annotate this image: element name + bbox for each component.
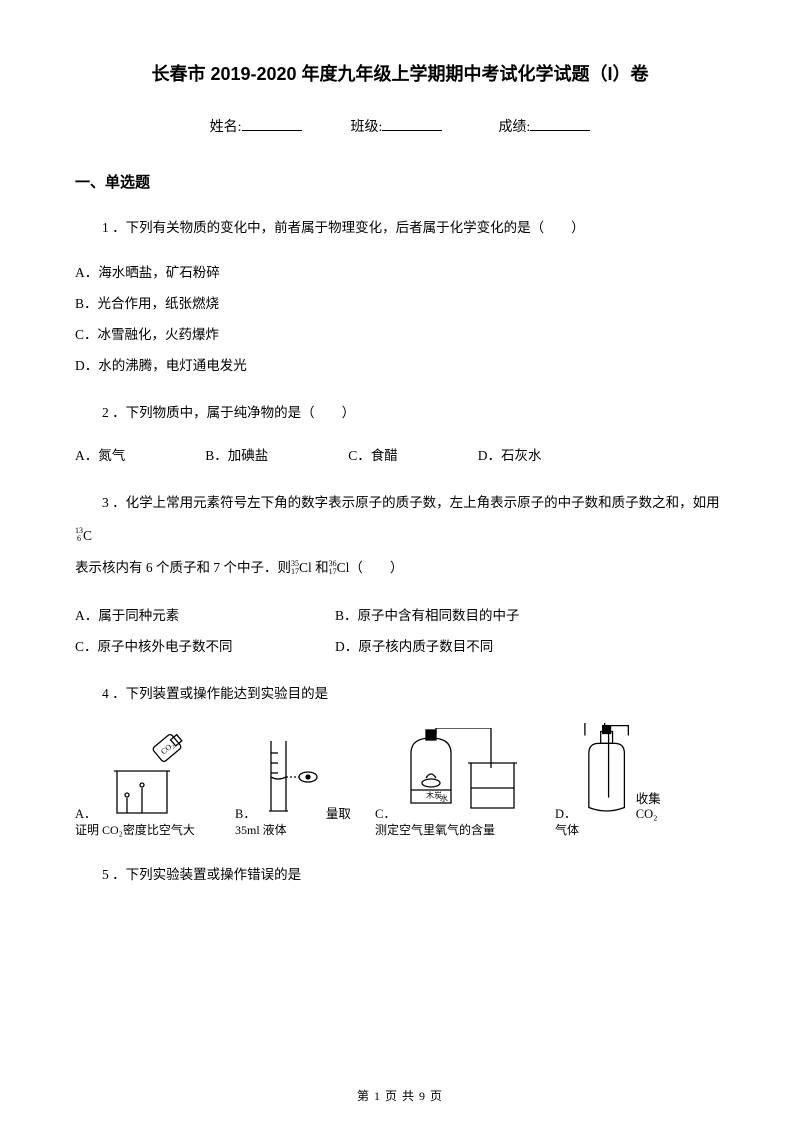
- score-label: 成绩:: [498, 120, 530, 135]
- q4-a-label: A．: [75, 803, 97, 822]
- q4-option-b[interactable]: B． 量取 35ml 液体: [235, 733, 365, 839]
- q2-stem: 2 ．下列物质中，属于纯净物的是（ ）: [75, 399, 725, 426]
- graduated-cylinder-icon: [256, 733, 326, 818]
- q4-option-a[interactable]: A． CO₂ 证明 CO₂密度比空气大: [75, 733, 225, 839]
- q3-option-c[interactable]: C．原子中核外电子数不同: [75, 631, 335, 662]
- q4-a-caption: 证明 CO₂密度比空气大: [75, 822, 225, 839]
- isotope-cl35-icon: 3517: [291, 560, 299, 576]
- name-blank[interactable]: [242, 117, 302, 131]
- q3-option-d[interactable]: D．原子核内质子数目不同: [335, 631, 725, 662]
- q3-option-b[interactable]: B．原子中含有相同数目的中子: [335, 600, 725, 631]
- class-blank[interactable]: [382, 117, 442, 131]
- q3-cl2: Cl（ ）: [337, 560, 404, 575]
- q1-stem: 1 ．下列有关物质的变化中，前者属于物理变化，后者属于化学变化的是（ ）: [75, 214, 725, 241]
- page-footer: 第 1 页 共 9 页: [0, 1087, 800, 1104]
- q3-option-a[interactable]: A．属于同种元素: [75, 600, 335, 631]
- q3-stem: 3 ．化学上常用元素符号左下角的数字表示原子的质子数，左上角表示原子的中子数和质…: [75, 487, 725, 584]
- bell-jar-beaker-icon: 木炭 水: [396, 728, 526, 818]
- student-info-line: 姓名: 班级: 成绩:: [75, 116, 725, 136]
- q3-options: A．属于同种元素 B．原子中含有相同数目的中子 C．原子中核外电子数不同 D．原…: [75, 600, 725, 662]
- q2-option-b[interactable]: B．加碘盐: [205, 442, 268, 469]
- q3-c-sym: C: [83, 528, 92, 543]
- q4-option-d[interactable]: D． 收集 CO₂ 气体: [555, 723, 685, 839]
- q1-options: A．海水晒盐，矿石粉碎 B．光合作用，纸张燃烧 C．冰雪融化，火药爆炸 D．水的…: [75, 257, 725, 381]
- q4-b-cap1: 量取: [326, 803, 351, 822]
- q3-cl1: Cl 和: [299, 560, 329, 575]
- svg-text:水: 水: [440, 793, 448, 803]
- q3-part1: 3 ．化学上常用元素符号左下角的数字表示原子的质子数，左上角表示原子的中子数和质…: [75, 487, 720, 519]
- isotope-cl36-icon: 3617: [329, 560, 337, 576]
- q1-option-c[interactable]: C．冰雪融化，火药爆炸: [75, 319, 725, 350]
- gas-bottle-icon: [577, 723, 636, 818]
- q4-d-label: D．: [555, 803, 577, 822]
- q5-stem: 5 ．下列实验装置或操作错误的是: [75, 861, 725, 888]
- section-1-header: 一、单选题: [75, 171, 725, 192]
- q1-option-a[interactable]: A．海水晒盐，矿石粉碎: [75, 257, 725, 288]
- q3-part2: 表示核内有 6 个质子和 7 个中子．则: [75, 560, 291, 575]
- q2-option-d[interactable]: D．石灰水: [478, 442, 542, 469]
- q4-b-label: B．: [235, 803, 256, 822]
- exam-title: 长春市 2019-2020 年度九年级上学期期中考试化学试题（I）卷: [75, 60, 725, 86]
- q4-options: A． CO₂ 证明 CO₂密度比空气大: [75, 723, 725, 839]
- class-label: 班级:: [351, 120, 383, 135]
- q1-option-b[interactable]: B．光合作用，纸张燃烧: [75, 288, 725, 319]
- isotope-c13-icon: 136: [75, 527, 83, 543]
- q4-c-label: C．: [375, 803, 396, 822]
- q4-d-cap1: 收集 CO₂: [636, 788, 685, 822]
- q2-options: A．氮气 B．加碘盐 C．食醋 D．石灰水: [75, 442, 725, 469]
- q4-b-caption: 35ml 液体: [235, 822, 365, 839]
- beaker-pour-icon: CO₂: [97, 733, 192, 818]
- q2-option-c[interactable]: C．食醋: [348, 442, 398, 469]
- q4-d-caption: 气体: [555, 822, 685, 839]
- q4-option-c[interactable]: C． 木炭 水: [375, 728, 545, 839]
- q1-option-d[interactable]: D．水的沸腾，电灯通电发光: [75, 350, 725, 381]
- q4-stem: 4 ．下列装置或操作能达到实验目的是: [75, 680, 725, 707]
- score-blank[interactable]: [530, 117, 590, 131]
- q2-option-a[interactable]: A．氮气: [75, 442, 125, 469]
- name-label: 姓名:: [210, 120, 242, 135]
- q4-c-caption: 测定空气里氧气的含量: [375, 822, 545, 839]
